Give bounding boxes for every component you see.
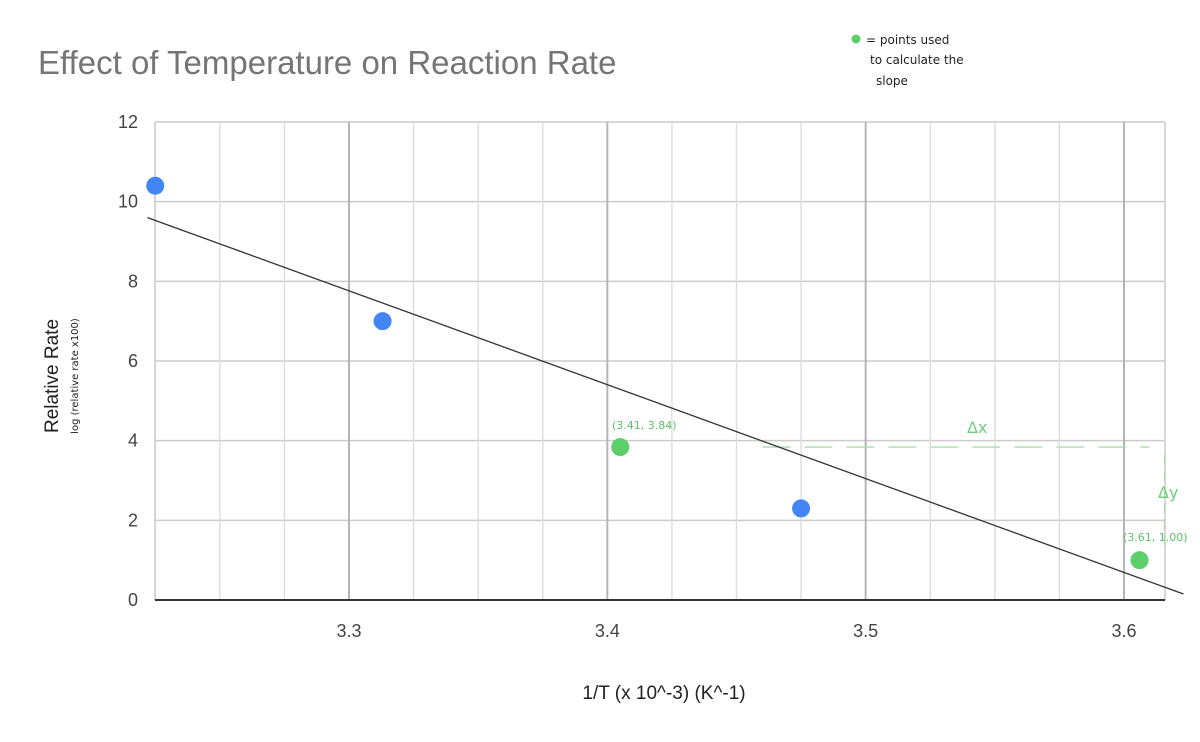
legend-note-line-3: slope bbox=[876, 74, 908, 88]
y-axis-sublabel: log (relative rate x100) bbox=[70, 318, 81, 434]
delta-y-label: Δy bbox=[1158, 483, 1178, 502]
x-tick-label: 3.4 bbox=[595, 621, 620, 641]
data-point bbox=[146, 176, 165, 195]
x-tick-label: 3.3 bbox=[336, 621, 361, 641]
legend-note: = points used to calculate the slope bbox=[851, 33, 964, 88]
chart-title: Effect of Temperature on Reaction Rate bbox=[38, 44, 616, 81]
x-axis-label: 1/T (x 10^-3) (K^-1) bbox=[582, 683, 745, 704]
delta-x-label: Δx bbox=[967, 418, 987, 437]
point-a-label: (3.41, 3.84) bbox=[612, 419, 677, 432]
legend-note-line-2: to calculate the bbox=[870, 53, 964, 67]
x-tick-label: 3.6 bbox=[1111, 621, 1136, 641]
y-tick-label: 10 bbox=[118, 192, 138, 212]
data-point bbox=[611, 438, 630, 457]
y-axis-label: Relative Rate bbox=[42, 319, 63, 433]
data-points bbox=[146, 176, 1149, 570]
y-tick-label: 0 bbox=[128, 590, 138, 610]
trendline bbox=[147, 216, 1184, 595]
x-tick-label: 3.5 bbox=[853, 621, 878, 641]
y-tick-label: 6 bbox=[128, 351, 138, 371]
y-tick-label: 12 bbox=[118, 112, 138, 132]
legend-green-marker bbox=[851, 34, 861, 44]
y-tick-label: 8 bbox=[128, 271, 138, 291]
data-point bbox=[792, 499, 811, 518]
delta-guides bbox=[762, 446, 1166, 546]
legend-note-line-1: = points used bbox=[866, 33, 949, 47]
y-tick-label: 2 bbox=[128, 510, 138, 530]
data-point bbox=[1130, 551, 1149, 570]
grid bbox=[154, 121, 1166, 600]
point-b-label: (3.61, 1.00) bbox=[1123, 531, 1188, 544]
annotations: (3.41, 3.84) (3.61, 1.00) Δx Δy bbox=[612, 418, 1188, 544]
y-tick-label: 4 bbox=[128, 431, 138, 451]
tick-labels: 0 2 4 6 8 10 12 3.3 3.4 3.5 3.6 bbox=[118, 112, 1137, 641]
data-point bbox=[373, 312, 392, 331]
